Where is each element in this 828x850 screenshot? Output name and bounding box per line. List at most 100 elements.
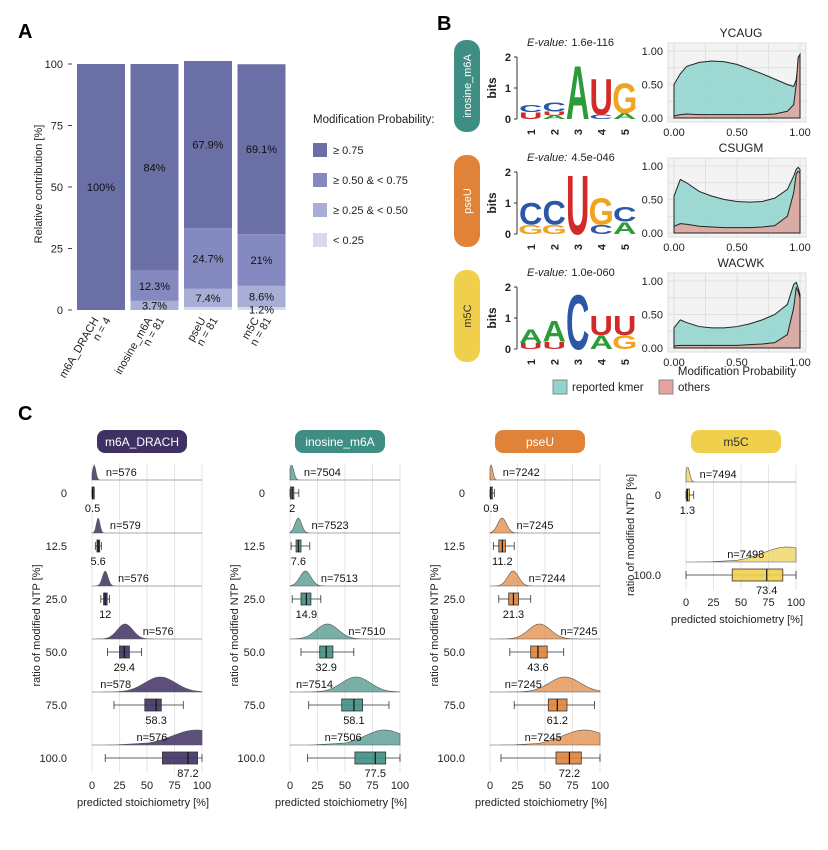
c-density <box>289 517 400 534</box>
c-title-pill <box>295 430 385 453</box>
b-density-others <box>673 170 801 234</box>
b-logo-ylabel: bits <box>485 307 499 329</box>
c-median-label: 11.2 <box>492 556 513 568</box>
b-density-xtick: 0.00 <box>663 242 684 254</box>
c-row-label: 50.0 <box>244 647 265 659</box>
c-row-label: 25.0 <box>244 594 265 606</box>
c-median-label: 72.2 <box>559 768 580 780</box>
c-median-label: 1.3 <box>680 505 695 517</box>
b-logo-ylabel: bits <box>485 77 499 99</box>
c-density <box>91 464 202 481</box>
c-row-label: 100.0 <box>437 753 465 765</box>
b-logo-letter: A <box>566 51 589 136</box>
a-data-label: 21% <box>250 255 272 267</box>
c-row-label: 50.0 <box>444 647 465 659</box>
c-density <box>685 467 796 483</box>
b-xlabel: Modification Probability <box>678 366 797 378</box>
a-data-label: 3.7% <box>142 300 167 312</box>
c-xtick: 25 <box>113 780 125 792</box>
a-ytick-label: 0 <box>57 305 63 317</box>
a-legend-label: ≥ 0.75 <box>333 145 364 157</box>
b-logo-ylabel: bits <box>485 192 499 214</box>
c-median-label: 0.5 <box>85 503 100 515</box>
c-median-label: 87.2 <box>177 768 198 780</box>
b-logo-letter: A <box>613 220 636 238</box>
c-density <box>490 676 601 693</box>
c-density <box>685 546 797 563</box>
c-n-label: n=7245 <box>561 626 598 638</box>
b-density-xtick: 1.00 <box>789 357 810 369</box>
c-box <box>731 568 784 582</box>
c-title: m5C <box>723 435 749 449</box>
c-xtick: 50 <box>339 780 351 792</box>
b-logo-ytick: 1 <box>505 83 511 95</box>
b-density-ytick: 0.50 <box>642 80 663 92</box>
a-bar-segment <box>184 307 232 310</box>
a-data-label: 7.4% <box>195 293 220 305</box>
c-title-pill <box>495 430 585 453</box>
c-xtick: 100 <box>591 780 609 792</box>
b-logo-letter: U <box>613 311 636 341</box>
panel-b-letter: B <box>437 13 451 35</box>
c-density <box>489 623 600 640</box>
b-density-xtick: 0.50 <box>726 357 747 369</box>
c-title-pill <box>97 430 187 453</box>
c-title: m6A_DRACH <box>105 435 179 449</box>
b-logo-ytick: 1 <box>505 313 511 325</box>
b-density-xtick: 1.00 <box>789 242 810 254</box>
b-evalue-label: E-value: <box>527 267 567 279</box>
c-xtick: 100 <box>391 780 409 792</box>
c-n-label: n=7245 <box>505 679 542 691</box>
c-median-label: 5.6 <box>91 556 106 568</box>
b-logo-letter: A <box>543 315 566 348</box>
a-bar-segment <box>237 307 286 310</box>
b-logo-letter: G <box>589 191 614 233</box>
b-density-ytick: 0.50 <box>642 195 663 207</box>
a-bar-segment <box>237 64 286 235</box>
b-group-label: m5C <box>462 304 474 327</box>
c-xtick: 0 <box>487 780 493 792</box>
c-xtick: 75 <box>366 780 378 792</box>
a-data-label: 69.1% <box>246 144 277 156</box>
c-xtick: 75 <box>566 780 578 792</box>
a-data-label: 100% <box>87 182 115 194</box>
a-bar-segment <box>184 61 232 229</box>
a-bar-segment <box>184 228 232 289</box>
b-density-title: WACWK <box>718 256 765 270</box>
c-xlabel: predicted stoichiometry [%] <box>671 614 803 626</box>
c-box <box>530 645 548 659</box>
c-xlabel: predicted stoichiometry [%] <box>275 797 407 809</box>
c-density <box>91 676 203 693</box>
c-median-label: 7.6 <box>291 556 306 568</box>
c-box <box>555 751 582 765</box>
b-logo-position: 3 <box>573 129 585 135</box>
c-title: pseU <box>526 435 554 449</box>
c-row-label: 100.0 <box>237 753 265 765</box>
c-n-label: n=7244 <box>529 573 566 585</box>
c-density <box>489 464 600 481</box>
a-legend-label: ≥ 0.50 & < 0.75 <box>333 175 408 187</box>
a-legend-swatch <box>313 143 327 157</box>
a-legend-swatch <box>313 233 327 247</box>
b-logo-letter: U <box>543 340 566 352</box>
b-density-kmer <box>673 281 801 349</box>
b-logo-position: 4 <box>596 243 608 250</box>
a-bar-segment <box>130 64 179 271</box>
c-row-label: 0 <box>655 490 661 502</box>
b-logo-letter: G <box>542 223 567 237</box>
c-xtick: 25 <box>311 780 323 792</box>
c-row-label: 50.0 <box>46 647 67 659</box>
b-legend-swatch-kmer <box>552 379 568 395</box>
c-box <box>161 751 198 765</box>
b-logo-ytick: 2 <box>505 282 511 294</box>
b-logo-letter: A <box>613 112 636 121</box>
c-n-label: n=7506 <box>325 732 362 744</box>
b-logo-position: 4 <box>596 358 608 365</box>
b-evalue-text: E-value: 4.5e-046 <box>527 152 615 164</box>
c-n-label: n=7245 <box>517 520 554 532</box>
c-title: inosine_m6A <box>305 435 374 449</box>
b-group-pill <box>454 40 480 132</box>
a-data-label: 1.2% <box>249 304 274 316</box>
c-median-label: 14.9 <box>296 609 317 621</box>
c-xtick: 0 <box>89 780 95 792</box>
